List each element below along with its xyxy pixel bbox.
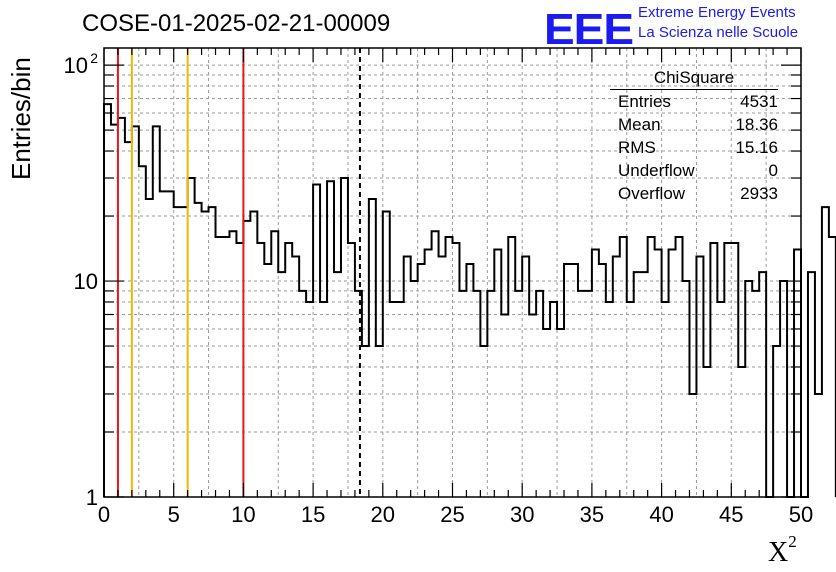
stat-label: Mean xyxy=(618,115,661,134)
stat-value: 0 xyxy=(768,161,778,180)
x-axis-label-text: X xyxy=(768,537,789,568)
stat-row-overflow: Overflow 2933 xyxy=(610,182,778,205)
y-tick-label: 10 xyxy=(64,53,88,78)
eee-logo: EEE xyxy=(544,4,634,54)
histogram-series xyxy=(103,103,836,498)
logo-tagline-2: La Scienza nelle Scuole xyxy=(638,24,799,41)
x-tick-label: 35 xyxy=(580,502,604,527)
stat-row-mean: Mean 18.36 xyxy=(610,113,778,136)
x-tick-label: 5 xyxy=(168,502,180,527)
y-tick-label-exponent: 2 xyxy=(90,50,98,66)
x-tick-label: 45 xyxy=(719,502,743,527)
stat-row-rms: RMS 15.16 xyxy=(610,136,778,159)
stats-title: ChiSquare xyxy=(610,68,778,90)
stat-label: Entries xyxy=(618,92,671,111)
chart-title: COSE-01-2025-02-21-00009 xyxy=(82,10,391,37)
stats-box: ChiSquare Entries 4531 Mean 18.36 RMS 15… xyxy=(610,68,778,205)
x-tick-label: 25 xyxy=(440,502,464,527)
stat-row-underflow: Underflow 0 xyxy=(610,159,778,182)
y-tick-label: 10 xyxy=(74,269,98,294)
y-axis-label: Entries/bin xyxy=(6,57,36,180)
stat-label: Underflow xyxy=(618,161,695,180)
x-tick-label: 40 xyxy=(649,502,673,527)
stat-row-entries: Entries 4531 xyxy=(610,90,778,113)
x-tick-label: 20 xyxy=(371,502,395,527)
x-tick-label: 50 xyxy=(789,502,813,527)
stat-value: 18.36 xyxy=(735,115,778,134)
x-axis-label: X2 xyxy=(768,532,797,569)
stat-value: 4531 xyxy=(740,92,778,111)
stat-label: Overflow xyxy=(618,184,686,203)
x-tick-label: 10 xyxy=(231,502,255,527)
x-tick-label: 30 xyxy=(510,502,534,527)
logo-tagline-1: Extreme Energy Events xyxy=(638,4,796,21)
stat-label: RMS xyxy=(618,138,656,157)
stat-value: 2933 xyxy=(740,184,778,203)
x-tick-label: 15 xyxy=(301,502,325,527)
x-axis-label-superscript: 2 xyxy=(788,532,797,551)
y-tick-label: 1 xyxy=(86,485,98,510)
stat-value: 15.16 xyxy=(735,138,778,157)
x-tick-label: 0 xyxy=(98,502,110,527)
